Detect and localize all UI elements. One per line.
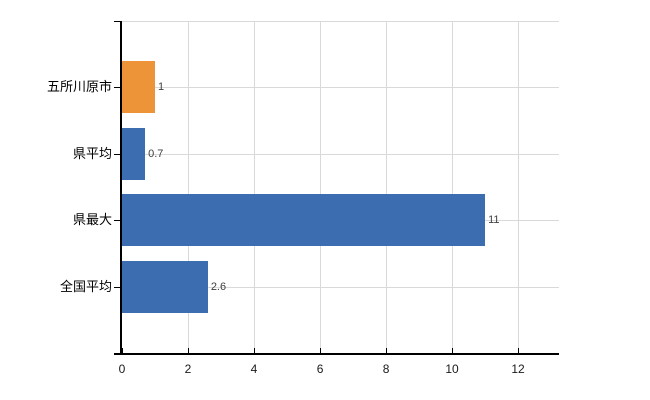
category-label: 県最大 [72, 212, 112, 228]
gridline-horizontal [122, 286, 559, 288]
x-axis-tick [386, 348, 388, 353]
y-axis-tick [114, 87, 121, 89]
x-axis-line [114, 353, 559, 355]
x-axis-tick [188, 348, 189, 353]
x-tick-label: 8 [382, 362, 390, 376]
bar-value-label: 0.7 [148, 147, 164, 160]
bar-default [122, 194, 486, 247]
x-tick-label: 10 [445, 362, 459, 376]
gridline-vertical [254, 21, 256, 353]
category-label: 五所川原市 [46, 79, 112, 95]
x-tick-label: 0 [118, 362, 126, 376]
y-axis-end-tick [114, 21, 121, 22]
y-axis-tick [114, 153, 121, 155]
x-axis-tick [320, 348, 322, 353]
x-axis-tick [122, 348, 123, 353]
gridline-vertical [320, 21, 322, 353]
bar-value-label: 11 [488, 214, 500, 227]
gridline-vertical [452, 21, 454, 353]
category-label: 全国平均 [59, 278, 112, 294]
y-axis-line [120, 21, 122, 355]
gridline-vertical [386, 21, 388, 353]
gridline-vertical [518, 21, 520, 353]
gridline-horizontal [122, 153, 559, 155]
gridline-horizontal [122, 21, 559, 22]
gridline-vertical [188, 21, 189, 353]
gridline-horizontal [122, 87, 559, 89]
bar-default [122, 260, 208, 313]
bar-highlight [122, 61, 155, 114]
x-axis-tick [254, 348, 256, 353]
bar-value-label: 2.6 [210, 280, 227, 293]
x-tick-label: 12 [511, 362, 525, 376]
bar-default [122, 127, 146, 180]
x-tick-label: 6 [316, 362, 324, 376]
bar-value-label: 1 [158, 81, 165, 94]
x-tick-label: 2 [184, 362, 192, 376]
category-label: 県平均 [72, 145, 112, 161]
x-axis-tick [518, 348, 520, 353]
x-tick-label: 4 [250, 362, 258, 376]
x-axis-tick [452, 348, 454, 353]
y-axis-tick [114, 220, 121, 222]
y-axis-tick [114, 286, 121, 288]
